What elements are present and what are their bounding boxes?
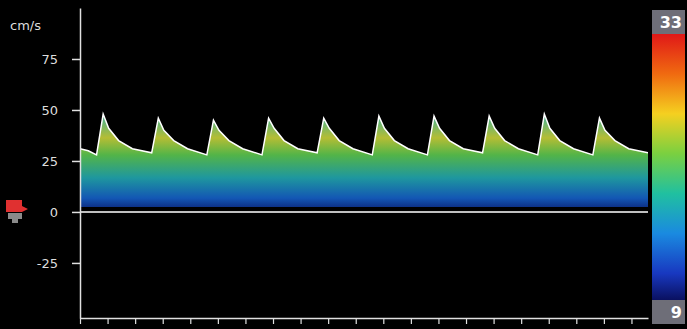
x-tick	[631, 318, 632, 324]
baseline-marker-bottom	[8, 213, 22, 223]
y-tick: 50	[41, 103, 80, 118]
x-tick	[218, 318, 219, 324]
envelope-line	[80, 114, 648, 155]
x-tick-mark	[328, 318, 329, 324]
y-axis-title: cm/s	[10, 18, 41, 33]
color-bar-tick-label: 9	[671, 303, 682, 322]
x-tick	[356, 318, 357, 324]
y-tick-label: 75	[41, 52, 58, 67]
x-tick	[521, 318, 522, 324]
y-tick: 25	[41, 154, 80, 169]
y-tick-label: 50	[41, 103, 58, 118]
y-tick-mark	[72, 212, 80, 214]
x-tick	[576, 318, 577, 324]
x-tick-mark	[576, 318, 577, 324]
x-tick-mark	[218, 318, 219, 324]
x-tick	[190, 318, 191, 324]
y-tick: -25	[37, 256, 80, 271]
x-tick-mark	[383, 318, 384, 324]
x-tick-mark	[411, 318, 412, 324]
y-tick-label: -25	[37, 256, 58, 271]
y-axis-line	[80, 9, 82, 319]
x-tick-mark	[493, 318, 494, 324]
x-tick	[80, 318, 81, 324]
x-tick-mark	[273, 318, 274, 324]
y-tick: 0	[50, 205, 80, 220]
x-tick-mark	[300, 318, 301, 324]
x-tick	[245, 318, 246, 324]
x-tick	[549, 318, 550, 324]
chart: -25 0 25 50 75 cm/s 9 33	[0, 0, 687, 329]
x-tick-mark	[549, 318, 550, 324]
x-tick-mark	[466, 318, 467, 324]
x-tick-mark	[80, 318, 81, 324]
y-tick-mark	[72, 110, 80, 112]
plot-area	[80, 114, 648, 212]
y-tick-mark	[72, 263, 80, 265]
x-tick-mark	[438, 318, 439, 324]
x-tick	[163, 318, 164, 324]
color-bar-tick-box	[652, 300, 685, 324]
x-tick	[135, 318, 136, 324]
baseline-marker-top	[6, 200, 28, 212]
x-axis	[81, 318, 649, 324]
color-bar: 9 33	[652, 10, 685, 324]
y-tick-label: 0	[50, 205, 58, 220]
x-tick	[301, 318, 302, 324]
y-axis: -25 0 25 50 75	[37, 9, 81, 319]
x-tick-mark	[135, 318, 136, 324]
color-bar-tick-label: 33	[660, 13, 682, 32]
x-tick	[273, 318, 274, 324]
spectrum-fill	[80, 114, 648, 207]
x-tick	[108, 318, 109, 324]
y-tick-mark	[72, 161, 80, 163]
color-bar-tick-box	[652, 10, 685, 34]
x-tick	[411, 318, 412, 324]
x-tick	[438, 318, 439, 324]
x-tick-mark	[521, 318, 522, 324]
baseline-marker	[6, 200, 28, 223]
x-tick-mark	[356, 318, 357, 324]
color-bar-gradient	[652, 34, 685, 300]
baseline	[80, 211, 648, 213]
x-tick-mark	[604, 318, 605, 324]
x-tick	[328, 318, 329, 324]
x-tick	[466, 318, 467, 324]
x-tick-mark	[107, 318, 108, 324]
x-axis-line	[81, 318, 649, 320]
y-tick: 75	[41, 52, 80, 67]
x-tick	[383, 318, 384, 324]
x-tick	[604, 318, 605, 324]
y-tick-mark	[72, 59, 80, 61]
x-tick-mark	[631, 318, 632, 324]
x-tick	[494, 318, 495, 324]
x-tick-mark	[163, 318, 164, 324]
x-tick-mark	[190, 318, 191, 324]
x-tick-mark	[245, 318, 246, 324]
y-tick-label: 25	[41, 154, 58, 169]
